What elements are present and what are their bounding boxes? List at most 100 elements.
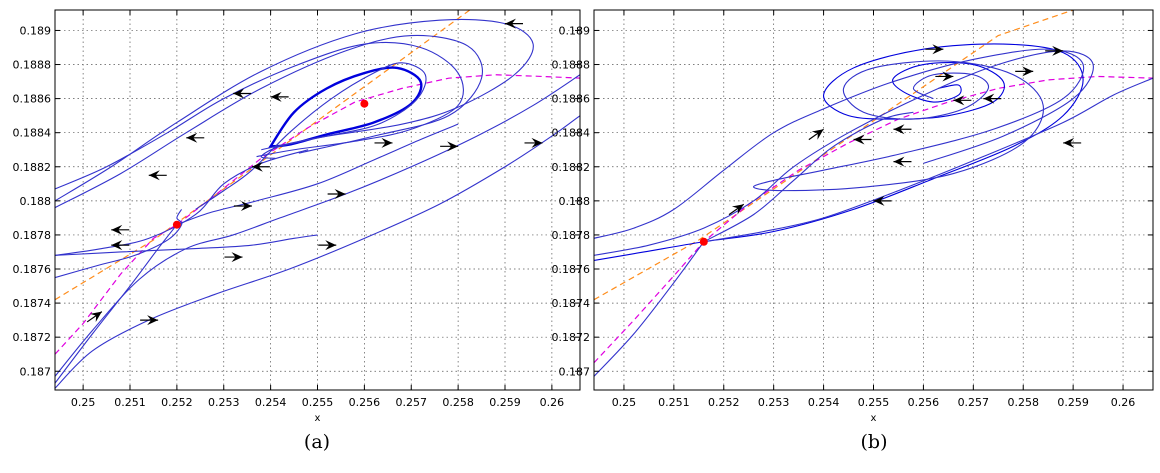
direction-arrow [233, 200, 252, 211]
direction-arrow-head [893, 156, 905, 167]
y-tick-label: 0.188 [559, 195, 591, 208]
y-tick-label: 0.187 [559, 365, 591, 378]
x-tick-label: 0.254 [255, 396, 287, 409]
direction-arrow-head [447, 141, 459, 152]
panel-b: 0.25 0.251 0.252 0.253 0.254 0.255 0.256 0.257 0… [552, 9, 1154, 453]
y-tick-label: 0.1886 [552, 93, 591, 106]
panel-a: 0.25 0.251 0.252 0.253 0.254 0.255 0.256 0.257 0… [13, 9, 581, 453]
y-tick-label: 0.1882 [13, 161, 52, 174]
direction-arrow-head [334, 189, 346, 200]
direction-arrow [186, 132, 205, 143]
plot-content [594, 10, 1153, 377]
x-tick-label: 0.251 [114, 396, 146, 409]
direction-arrow [983, 93, 1002, 104]
direction-arrow [86, 311, 103, 323]
y-tick-label: 0.1886 [13, 93, 52, 106]
x-tick-label: 0.258 [442, 396, 474, 409]
direction-arrow [327, 189, 346, 200]
trajectory [594, 43, 1084, 262]
y-tick-label: 0.1874 [552, 297, 591, 310]
direction-arrow-head [1052, 45, 1064, 56]
direction-arrow-head [853, 134, 865, 145]
y-tick-label: 0.187 [20, 365, 52, 378]
y-tick-label: 0.1872 [13, 331, 52, 344]
direction-arrow [893, 156, 912, 167]
direction-arrow-head [893, 124, 905, 135]
nullcline [594, 10, 1074, 301]
direction-arrow-head [111, 224, 123, 235]
direction-arrow-head [111, 240, 123, 251]
direction-arrow-head [505, 18, 516, 29]
direction-arrow [270, 91, 289, 102]
direction-arrow-head [325, 240, 337, 251]
x-axis-label: x [871, 413, 877, 424]
x-tick-label: 0.253 [758, 396, 790, 409]
direction-arrow [233, 88, 252, 99]
plot-content [55, 10, 580, 389]
direction-arrow [524, 137, 543, 148]
trajectory [55, 224, 178, 384]
y-tick-label: 0.1878 [13, 229, 52, 242]
direction-arrow [873, 195, 892, 206]
direction-arrow [1015, 66, 1034, 77]
y-tick-label: 0.1878 [552, 229, 591, 242]
equilibrium-point [360, 99, 369, 108]
y-tick-label: 0.1876 [13, 263, 52, 276]
y-tick-label: 0.1888 [552, 59, 591, 72]
x-tick-label: 0.25 [71, 396, 96, 409]
direction-arrow-head [231, 252, 243, 263]
x-tick-label: 0.26 [540, 396, 565, 409]
x-tick-label: 0.254 [808, 396, 840, 409]
trajectory [268, 66, 423, 148]
direction-arrow-head [942, 71, 954, 82]
y-tick-label: 0.1872 [552, 331, 591, 344]
direction-arrow-head [251, 161, 263, 172]
x-tick-label: 0.257 [396, 396, 428, 409]
trajectory [55, 34, 483, 209]
direction-arrow [893, 124, 912, 135]
direction-arrow [318, 240, 337, 251]
direction-arrow-head [873, 195, 885, 206]
direction-arrow-head [147, 315, 159, 326]
direction-arrow-head [811, 129, 824, 140]
trajectory [594, 241, 705, 377]
direction-arrow [111, 240, 130, 251]
direction-arrow [374, 137, 393, 148]
direction-arrow-head [89, 311, 102, 323]
direction-arrow-head [186, 132, 198, 143]
equilibrium-point [172, 220, 181, 229]
x-tick-label: 0.26 [1111, 396, 1136, 409]
trajectory [55, 74, 580, 377]
panel-caption: (b) [861, 431, 888, 453]
trajectory [703, 77, 1153, 243]
trajectory [55, 234, 318, 256]
direction-arrow [224, 252, 243, 263]
x-tick-label: 0.258 [1007, 396, 1039, 409]
direction-arrow [808, 128, 824, 141]
x-tick-label: 0.259 [489, 396, 521, 409]
y-tick-label: 0.189 [559, 24, 591, 37]
direction-arrow [925, 44, 944, 55]
direction-arrow-head [240, 200, 252, 211]
x-tick-label: 0.252 [161, 396, 193, 409]
direction-arrow [953, 95, 972, 106]
y-tick-label: 0.1884 [13, 127, 52, 140]
direction-arrow-head [731, 204, 744, 215]
trajectory [703, 111, 914, 243]
direction-arrow [1045, 45, 1064, 56]
x-axis-label: x [315, 413, 321, 424]
x-tick-label: 0.25 [612, 396, 637, 409]
y-tick-label: 0.1888 [13, 59, 52, 72]
trajectory [55, 18, 534, 202]
direction-arrow-head [932, 44, 944, 55]
y-tick-label: 0.1882 [552, 161, 591, 174]
direction-arrow [853, 134, 872, 145]
x-tick-label: 0.255 [302, 396, 334, 409]
y-tick-label: 0.1874 [13, 297, 52, 310]
direction-arrow [251, 161, 270, 172]
y-tick-label: 0.189 [20, 24, 52, 37]
trajectory [594, 50, 1094, 256]
direction-arrow [1063, 137, 1082, 148]
direction-arrow-head [1022, 66, 1034, 77]
